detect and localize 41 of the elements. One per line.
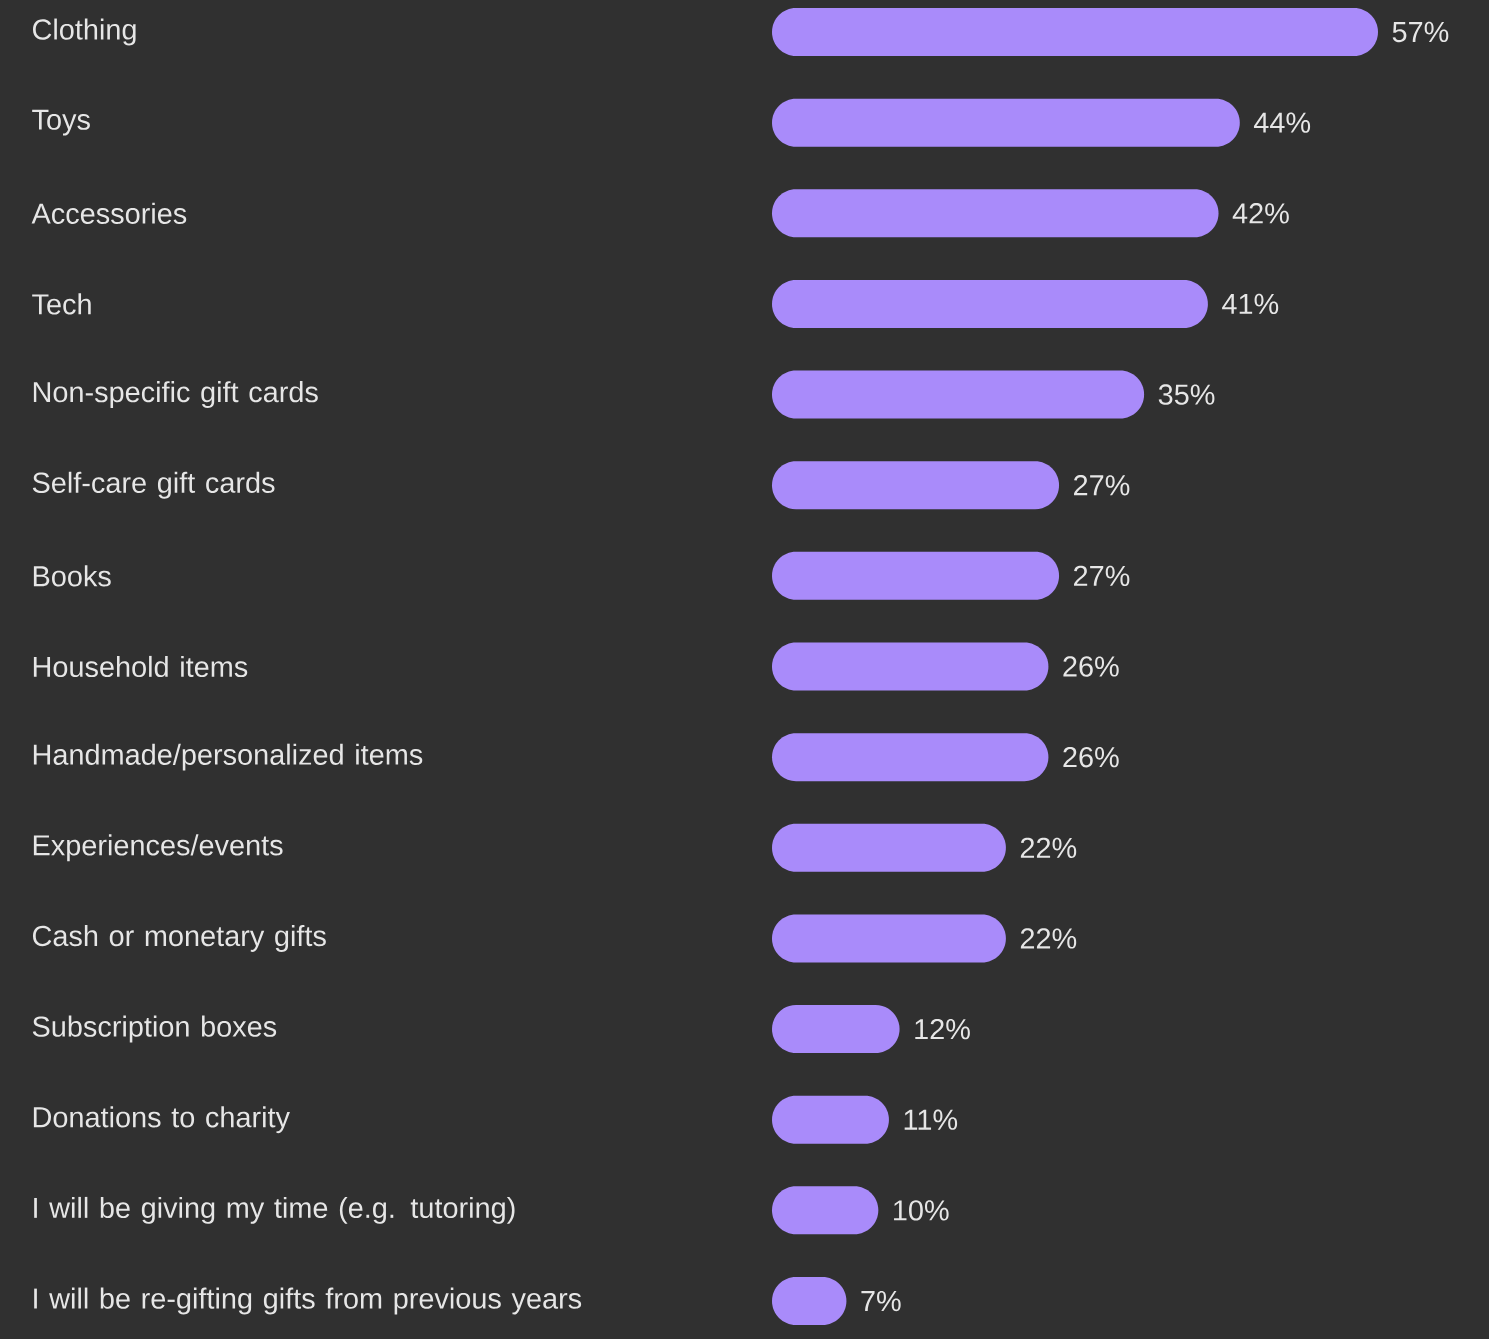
y-tick-label: Handmade/personalized items [33, 743, 423, 771]
y-tick-label: Clothing [32, 18, 136, 46]
y-tick-label: Cash or monetary gifts [32, 924, 326, 952]
bar [772, 733, 1049, 782]
y-tick-label: Experiences/events [33, 834, 283, 862]
bar [772, 823, 1006, 872]
data-label: 35% [1158, 384, 1215, 405]
bar [772, 279, 1208, 328]
y-tick-label: Toys [32, 109, 90, 136]
data-label: 27% [1074, 565, 1130, 587]
y-tick-label: Household items [33, 655, 248, 678]
y-tick-label: Subscription boxes [32, 1015, 277, 1043]
data-label: 42% [1232, 203, 1289, 224]
y-tick-label: Tech [32, 293, 91, 315]
data-label: 10% [894, 1200, 949, 1221]
data-label: 57% [1392, 21, 1449, 43]
y-tick-label: Donations to charity [33, 1106, 290, 1134]
data-label: 26% [1063, 746, 1119, 768]
bar [772, 642, 1049, 691]
y-tick-label: Books [33, 565, 111, 587]
y-tick-label: Non-specific gift cards [33, 381, 318, 409]
y-tick-label: Accessories [31, 202, 187, 224]
bar [772, 551, 1060, 600]
bar [772, 189, 1219, 238]
y-tick-label: Self-care gift cards [32, 471, 275, 499]
data-label: 41% [1222, 293, 1279, 315]
data-label: 44% [1253, 112, 1311, 133]
data-label: 22% [1020, 837, 1077, 858]
bar [772, 98, 1240, 147]
bar [772, 370, 1145, 419]
bar [772, 8, 1378, 56]
bar [772, 461, 1060, 510]
data-label: 7% [861, 1290, 901, 1312]
data-label: 12% [915, 1018, 970, 1040]
bar [772, 914, 1006, 963]
y-tick-label: I will be re-gifting gifts from previous years [34, 1287, 582, 1315]
data-label: 27% [1074, 475, 1130, 496]
data-label: 11% [904, 1109, 958, 1130]
data-label: 22% [1020, 928, 1077, 949]
data-label: 26% [1063, 656, 1119, 677]
y-tick-label: I will be giving my time (e.g. tutoring) [34, 1196, 515, 1224]
